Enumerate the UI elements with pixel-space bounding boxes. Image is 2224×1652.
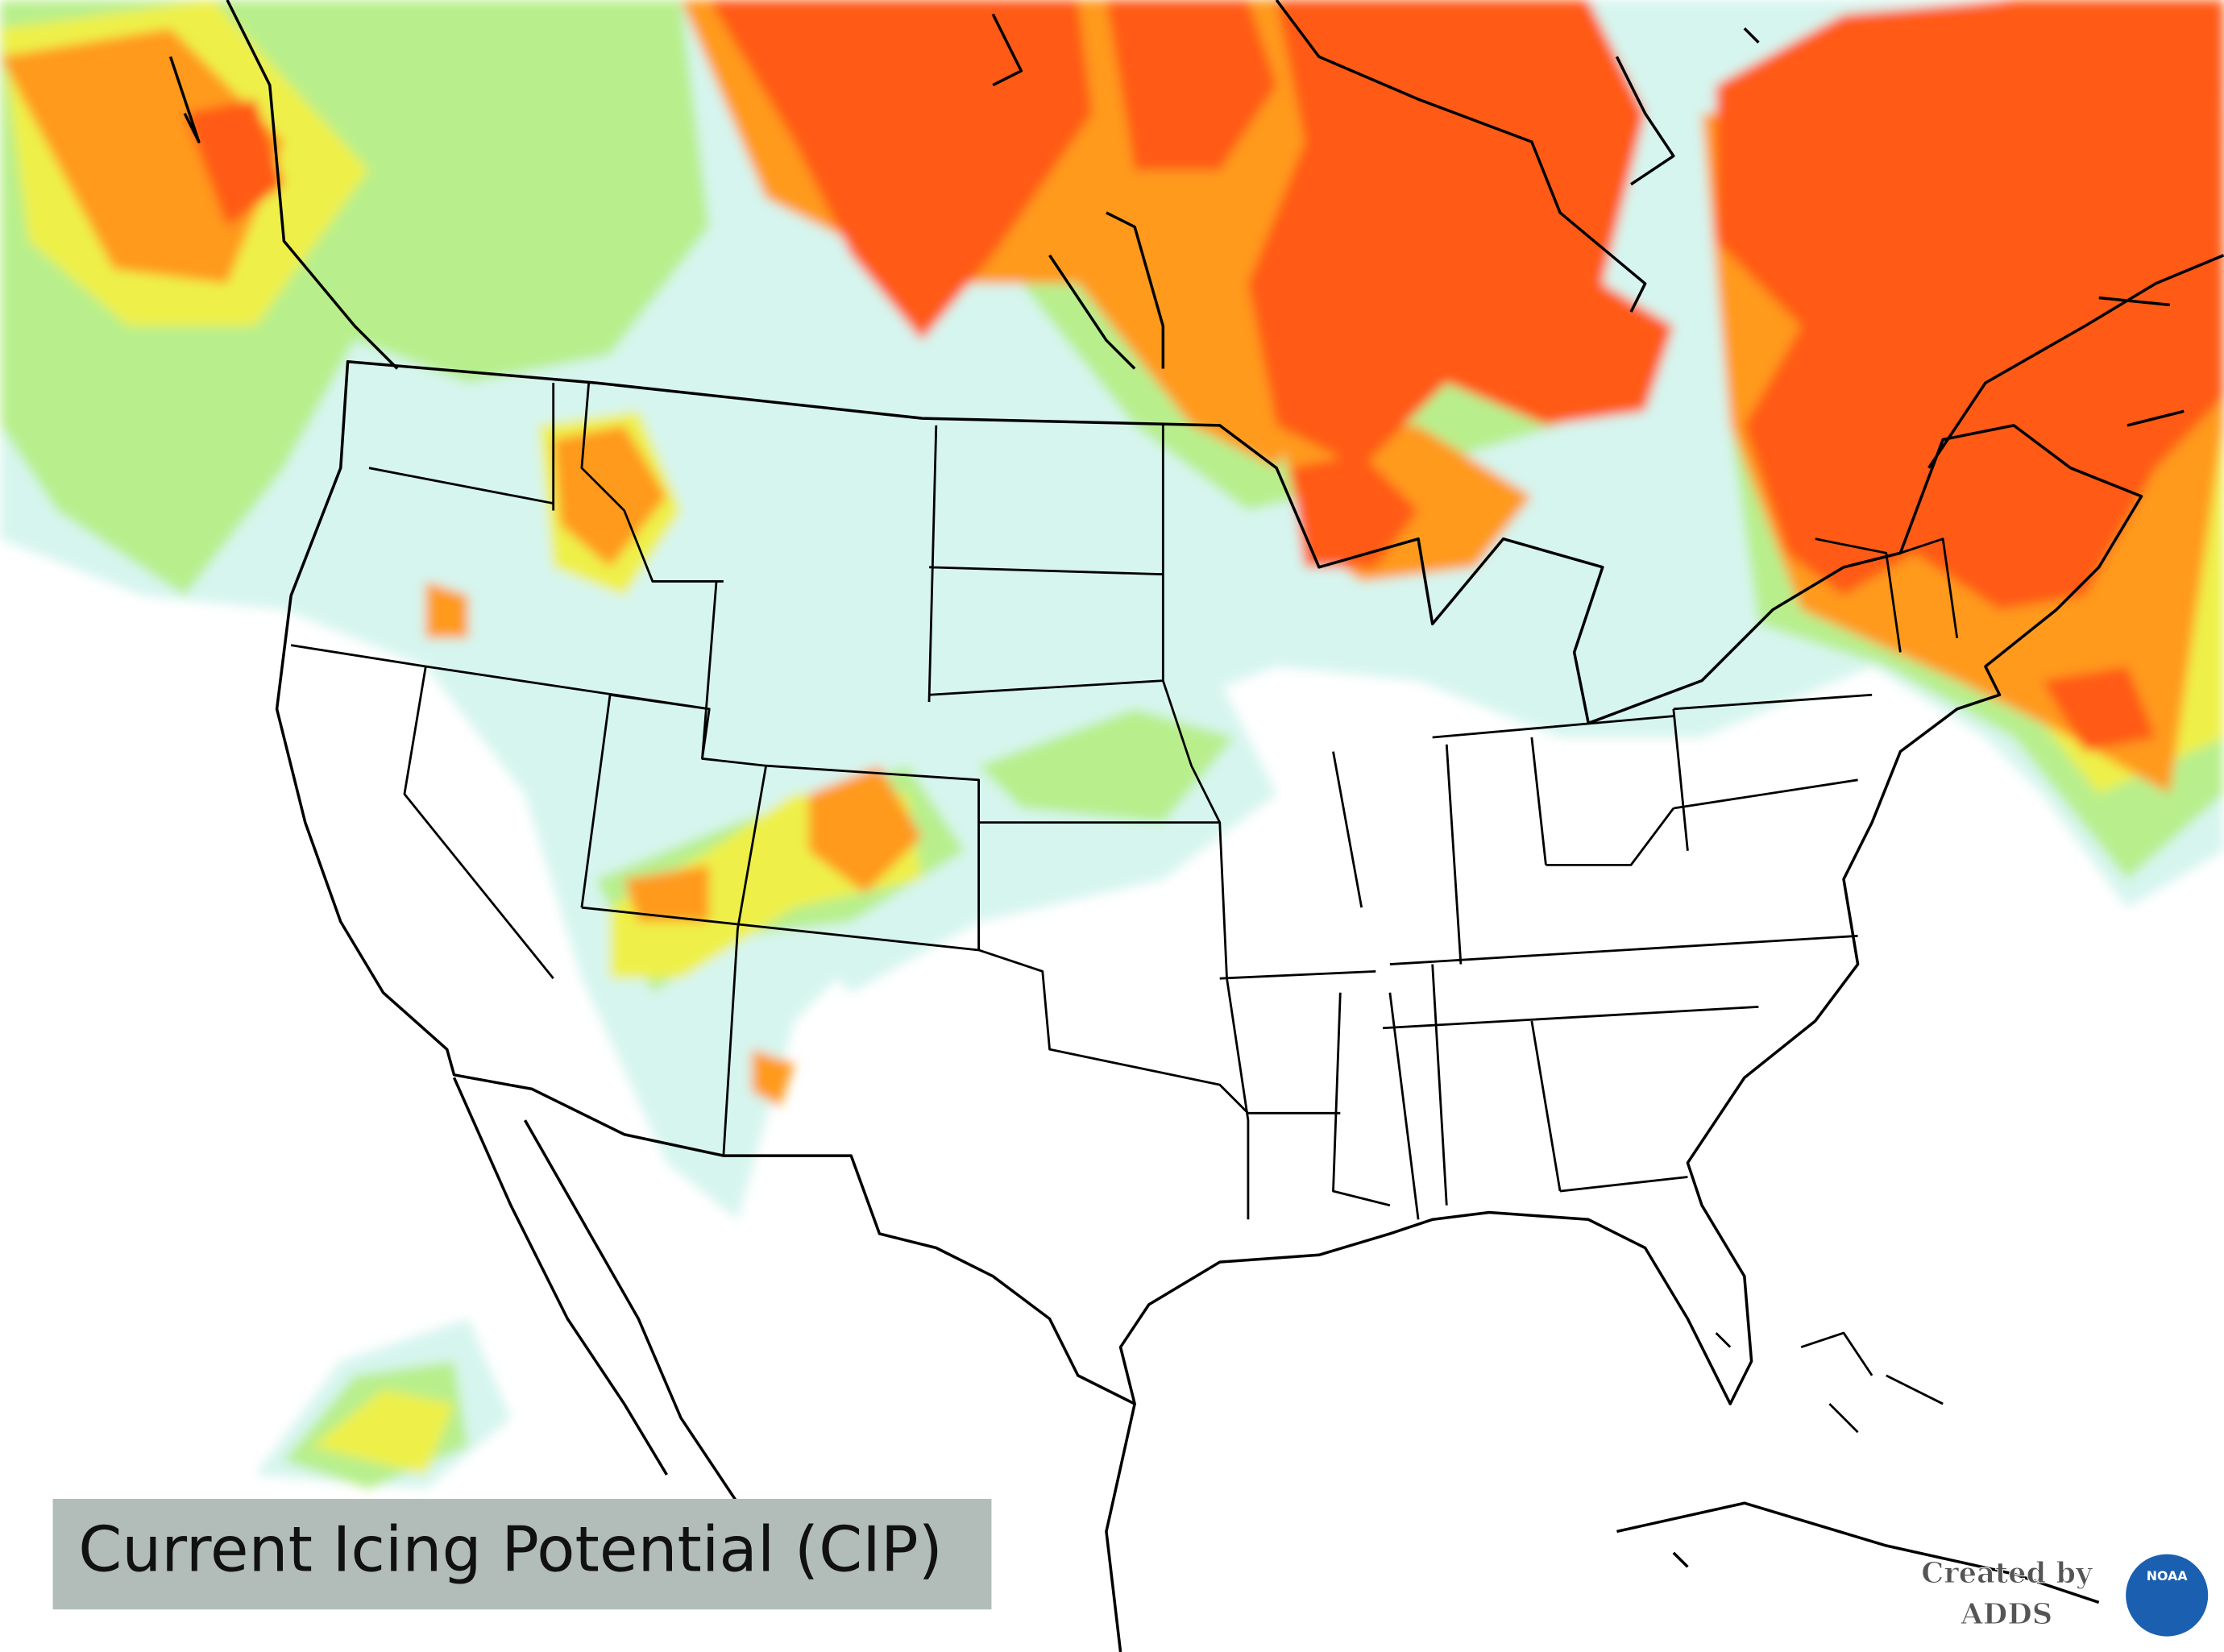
map-shape xyxy=(1247,0,1674,468)
map-shape xyxy=(978,708,1234,823)
map-shape xyxy=(2042,666,2156,752)
islands xyxy=(1715,1331,1944,1434)
logo-text: NOAA xyxy=(2147,1568,2189,1584)
map-shape xyxy=(752,1049,795,1106)
credit-line: ADDS xyxy=(1960,1598,2052,1631)
logo xyxy=(2122,1551,2211,1640)
credit-line: Created by xyxy=(1921,1557,2093,1590)
map-shape xyxy=(1290,454,1419,567)
us-outline xyxy=(275,359,2143,1405)
boundaries xyxy=(168,0,2224,1652)
map-shape xyxy=(1106,0,1277,171)
map-shape xyxy=(312,1389,454,1476)
coast-mexico xyxy=(452,1077,2100,1652)
map-shape xyxy=(624,865,710,922)
icing-field xyxy=(0,0,2224,1489)
canada-lines xyxy=(168,0,2224,469)
map-shape xyxy=(1716,0,2224,610)
map-shape xyxy=(0,28,284,284)
map-shape xyxy=(709,0,1093,341)
title-box xyxy=(52,1498,992,1610)
state-lines xyxy=(290,382,1959,1220)
map-shape xyxy=(808,766,923,894)
map-shape xyxy=(425,581,469,638)
map-shape xyxy=(185,99,284,227)
title: Current Icing Potential (CIP) xyxy=(78,1514,943,1587)
